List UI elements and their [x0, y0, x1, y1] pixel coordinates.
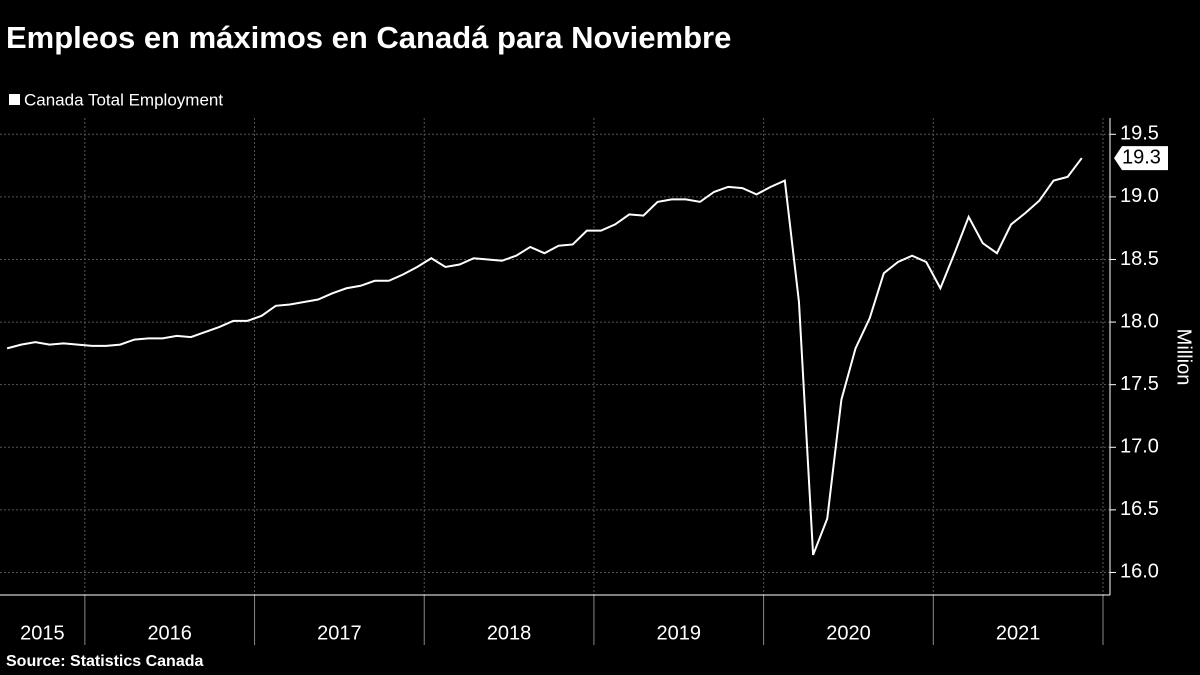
source: Source: Statistics Canada: [6, 653, 204, 670]
y-tick-label: 19.0: [1120, 185, 1159, 207]
y-tick-label: 18.5: [1120, 248, 1159, 270]
end-label: 19.3: [1122, 146, 1161, 168]
y-tick-label: 17.0: [1120, 436, 1159, 458]
legend-swatch: [9, 94, 20, 105]
y-tick-label: 17.5: [1120, 373, 1159, 395]
y-tick-label: 16.5: [1120, 498, 1159, 520]
x-tick-label: 2018: [487, 622, 532, 644]
end-label-box: [1114, 146, 1168, 171]
y-tick-label: 16.0: [1120, 561, 1159, 583]
x-tick-label: 2015: [20, 622, 65, 644]
x-tick-label: 2017: [317, 622, 362, 644]
y-tick-label: 19.5: [1120, 123, 1159, 145]
chart-title: Empleos en máximos en Canadá para Noviem…: [6, 20, 731, 55]
x-tick-label: 2020: [826, 622, 871, 644]
x-tick-label: 2021: [996, 622, 1041, 644]
y-tick-label: 18.0: [1120, 310, 1159, 332]
y-axis-label: Million: [1173, 329, 1195, 386]
line: [6, 157, 1083, 556]
legend-label: Canada Total Employment: [24, 90, 223, 109]
x-tick-label: 2016: [147, 622, 192, 644]
x-tick-label: 2019: [657, 622, 702, 644]
